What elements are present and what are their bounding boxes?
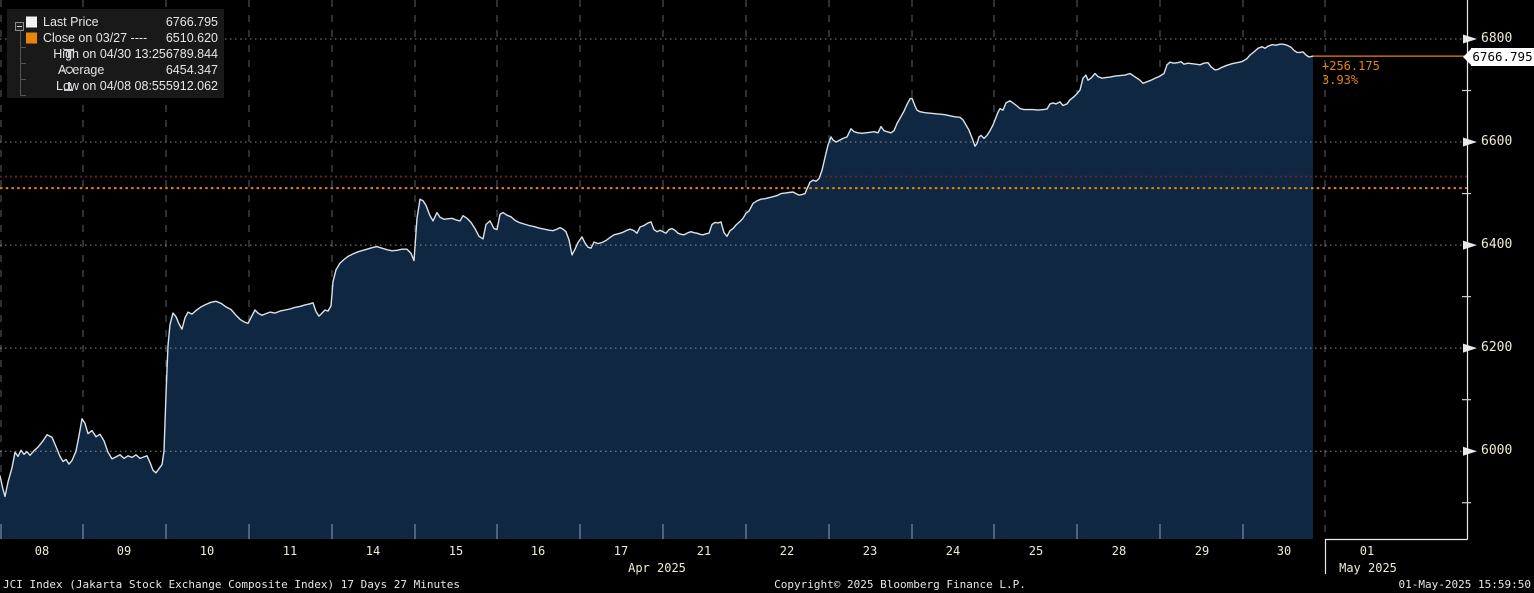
legend-expander-icon[interactable] (15, 22, 24, 31)
legend-label: Last Price (43, 15, 99, 29)
last-price-callout: 6766.795 (1471, 48, 1534, 66)
close-swatch-icon (26, 32, 37, 44)
legend-label: Low on 04/08 08:55 (56, 79, 166, 93)
copyright-text: Copyright© 2025 Bloomberg Finance L.P. (774, 578, 1026, 591)
chart-description: JCI Index (Jakarta Stock Exchange Compos… (3, 578, 460, 591)
legend-value: 6510.620 (165, 31, 218, 45)
legend-value: 5912.062 (165, 79, 218, 93)
legend-value: 6454.347 (165, 63, 218, 77)
net-change-label: +256.175 (1322, 59, 1380, 73)
last-price-callout-arrow-icon (1463, 49, 1471, 65)
legend-value: 6789.844 (165, 47, 218, 61)
last-price-swatch-icon (26, 16, 37, 28)
average-marker-icon (62, 66, 77, 75)
legend-row-high: High on 04/30 13:25 6789.844 (7, 46, 221, 62)
legend-row-average: Average 6454.347 (7, 62, 221, 78)
pct-change-label: 3.93% (1322, 73, 1359, 87)
high-marker-icon (62, 49, 73, 59)
legend-label: High on 04/30 13:25 (53, 47, 166, 61)
legend-row-close: Close on 03/27 ---- 6510.620 (7, 30, 221, 46)
legend-panel[interactable]: Last Price 6766.795 Close on 03/27 ---- … (7, 9, 224, 98)
low-marker-icon (62, 81, 75, 91)
legend-value: 6766.795 (165, 15, 218, 29)
legend-label: Close on 03/27 ---- (43, 31, 148, 45)
timestamp: 01-May-2025 15:59:50 (1398, 578, 1531, 591)
legend-row-last-price: Last Price 6766.795 (7, 14, 221, 30)
legend-row-low: Low on 04/08 08:55 5912.062 (7, 78, 221, 94)
